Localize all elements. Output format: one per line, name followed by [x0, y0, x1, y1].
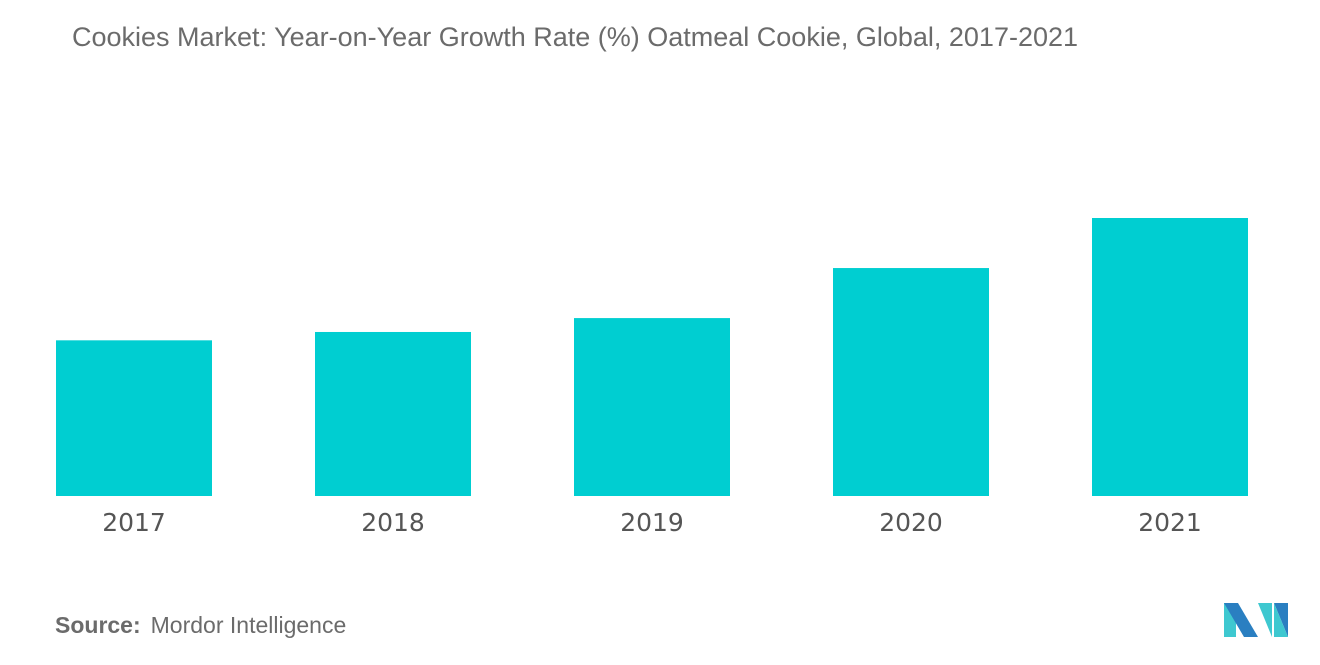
bar-2020 [833, 268, 989, 496]
source-label: Source: [55, 612, 141, 638]
chart-title: Cookies Market: Year-on-Year Growth Rate… [72, 22, 1079, 52]
bar-2017 [56, 340, 212, 496]
bar-chart: 2017 2018 2019 2020 2021 [56, 218, 1248, 537]
x-tick-label: 2020 [879, 508, 943, 537]
bar-2019 [574, 318, 730, 496]
bar-2018 [315, 331, 471, 496]
source-note: Source: Mordor Intelligence [55, 612, 346, 639]
x-tick-label: 2019 [620, 508, 684, 537]
source-text: Mordor Intelligence [150, 612, 347, 638]
mordor-logo [1224, 603, 1288, 637]
x-tick-label: 2017 [102, 508, 166, 537]
x-tick-label: 2021 [1138, 508, 1202, 537]
bar-2021 [1092, 218, 1248, 496]
x-tick-label: 2018 [361, 508, 425, 537]
